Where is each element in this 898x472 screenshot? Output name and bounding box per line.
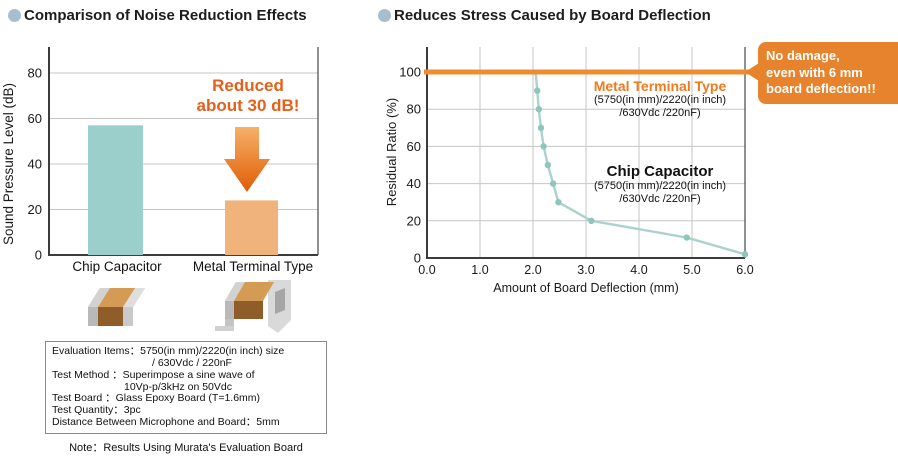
svg-text:20: 20 — [28, 202, 42, 217]
footnote: Note：Results Using Murata's Evaluation B… — [69, 442, 303, 454]
svg-text:0: 0 — [414, 251, 421, 266]
noise-reduction-bar-chart: 0 20 40 60 80 Sound Pressure Level (dB) — [1, 47, 319, 263]
svg-text:0.0: 0.0 — [418, 263, 435, 277]
note-line: Evaluation Items：5750(in mm)/2220(in inc… — [52, 345, 285, 357]
svg-text:5.0: 5.0 — [683, 263, 700, 277]
left-section-title-text: Comparison of Noise Reduction Effects — [24, 7, 307, 24]
metal-terminal-series-label: Metal Terminal Type (5750(in mm)/2220(in… — [562, 78, 758, 120]
note-line: / 630Vdc / 220nF — [152, 356, 232, 369]
category-label-metal-terminal: Metal Terminal Type — [192, 259, 314, 274]
category-label-chip-capacitor: Chip Capacitor — [72, 259, 162, 274]
svg-text:6.0: 6.0 — [736, 263, 753, 277]
board-deflection-line-chart: 0 20 40 60 80 100 0.0 1.0 2.0 3.0 4.0 5.0 6.0 Residua… — [385, 47, 754, 295]
svg-text:20: 20 — [407, 213, 421, 228]
right-section-title-text: Reduces Stress Caused by Board Deflectio… — [394, 7, 711, 24]
callout-line-1: No damage, — [766, 48, 840, 63]
svg-text:60: 60 — [407, 139, 421, 154]
svg-text:100: 100 — [399, 65, 421, 80]
svg-text:2.0: 2.0 — [524, 263, 541, 277]
svg-text:Residual Ratio (%): Residual Ratio (%) — [385, 98, 399, 206]
chip-capacitor-image — [88, 288, 145, 326]
evaluation-note-box: Evaluation Items：5750(in mm)/2220(in inc… — [45, 341, 327, 435]
metal-series-spec-2: /630Vdc /220nF) — [619, 107, 701, 120]
svg-text:0: 0 — [35, 248, 42, 263]
metal-series-spec-1: (5750(in mm)/2220(in inch) — [593, 94, 727, 106]
bullet-icon — [378, 9, 391, 22]
bullet-icon — [8, 9, 21, 22]
left-section-title: Comparison of Noise Reduction Effects — [8, 7, 307, 24]
note-line: Test Method ：Superimpose a sine wave of — [52, 368, 255, 381]
chip-series-name: Chip Capacitor — [606, 163, 714, 180]
svg-text:80: 80 — [407, 102, 421, 117]
annotation-line-1: Reduced — [212, 76, 284, 95]
svg-text:40: 40 — [407, 176, 421, 191]
no-damage-callout: No damage, even with 6 mm board deflecti… — [745, 42, 898, 104]
metal-terminal-capacitor-image — [215, 280, 291, 333]
note-line: 10Vp-p/3kHz on 50Vdc — [124, 380, 232, 393]
callout-tail-icon — [745, 63, 759, 81]
chip-capacitor-series-label: Chip Capacitor (5750(in mm)/2220(in inch… — [562, 163, 758, 206]
reduction-annotation: Reduced about 30 dB! — [178, 76, 318, 115]
note-line: Distance Between Microphone and Board：5m… — [52, 416, 280, 429]
callout-line-3: board deflection!! — [766, 81, 876, 97]
svg-text:Sound Pressure Level (dB): Sound Pressure Level (dB) — [1, 83, 16, 245]
svg-text:4.0: 4.0 — [630, 263, 647, 277]
note-line: Test Quantity：3pc — [52, 404, 141, 417]
callout-line-2: even with 6 mm — [766, 64, 863, 80]
metal-series-name: Metal Terminal Type — [593, 78, 727, 94]
right-section-title: Reduces Stress Caused by Board Deflectio… — [378, 7, 711, 24]
chip-series-spec-1: (5750(in mm)/2220(in inch) — [593, 180, 727, 192]
svg-text:60: 60 — [28, 111, 42, 126]
svg-text:1.0: 1.0 — [471, 263, 488, 277]
chip-series-spec-2: /630Vdc /220nF) — [619, 193, 701, 206]
svg-text:Amount of Board Deflection (mm: Amount of Board Deflection (mm) — [493, 281, 679, 295]
svg-text:40: 40 — [28, 157, 42, 172]
annotation-line-2: about 30 dB! — [196, 95, 300, 115]
svg-text:3.0: 3.0 — [577, 263, 594, 277]
note-line: Test Board ：Glass Epoxy Board (T=1.6mm) — [52, 392, 261, 405]
svg-text:80: 80 — [28, 66, 42, 81]
